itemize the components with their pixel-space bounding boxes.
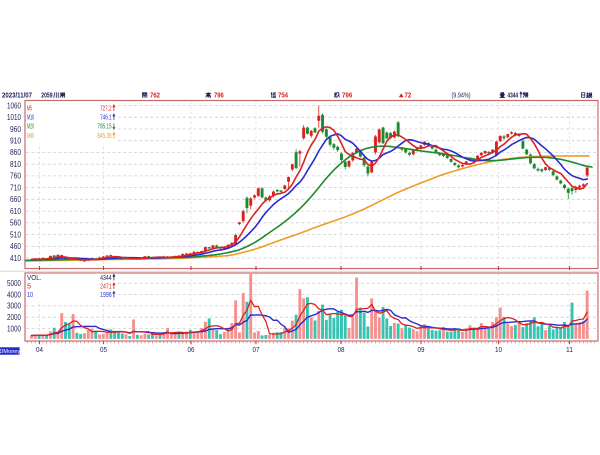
svg-text:1060: 1060 (7, 101, 21, 110)
svg-text:760: 760 (10, 172, 21, 181)
svg-text:460: 460 (10, 242, 21, 251)
svg-text:M60: M60 (27, 131, 34, 140)
svg-text:960: 960 (10, 125, 21, 134)
svg-text:06: 06 (188, 345, 195, 354)
svg-text:(9.94%): (9.94%) (452, 92, 471, 99)
svg-text:796: 796 (342, 90, 352, 99)
svg-text:795.15: 795.15 (97, 122, 111, 131)
svg-text:2471: 2471 (100, 281, 112, 290)
svg-text:510: 510 (10, 230, 21, 239)
svg-text:72: 72 (405, 90, 412, 99)
svg-text:1000: 1000 (7, 324, 21, 333)
svg-text:910: 910 (10, 137, 21, 146)
svg-text:VOL.: VOL. (27, 273, 42, 282)
svg-text:2000: 2000 (7, 313, 21, 322)
svg-text:2023/11/07: 2023/11/07 (2, 92, 32, 99)
svg-text:09: 09 (418, 345, 425, 354)
svg-text:4344: 4344 (507, 90, 518, 99)
svg-text:M5: M5 (27, 103, 32, 112)
svg-text:845.35: 845.35 (97, 131, 111, 140)
svg-text:754: 754 (278, 90, 289, 99)
svg-text:3000: 3000 (7, 302, 21, 311)
svg-text:2059: 2059 (41, 92, 52, 99)
svg-text:DMoney: DMoney (0, 349, 20, 355)
svg-text:08: 08 (338, 345, 345, 354)
svg-text:710: 710 (10, 183, 21, 192)
svg-text:M10: M10 (27, 113, 34, 122)
svg-text:762: 762 (150, 90, 160, 99)
svg-text:10: 10 (495, 345, 502, 354)
svg-text:410: 410 (10, 254, 21, 263)
svg-text:660: 660 (10, 195, 21, 204)
svg-text:07: 07 (253, 345, 260, 354)
svg-text:11: 11 (566, 345, 573, 354)
svg-text:4344: 4344 (100, 273, 112, 282)
svg-text:5000: 5000 (7, 279, 21, 288)
svg-text:1010: 1010 (7, 113, 21, 122)
svg-text:610: 610 (10, 207, 21, 216)
svg-text:10: 10 (27, 290, 33, 299)
svg-text:727.2: 727.2 (100, 103, 112, 112)
svg-text:M20: M20 (27, 122, 34, 131)
svg-text:746.1: 746.1 (100, 113, 112, 122)
svg-text:796: 796 (214, 90, 224, 99)
svg-text:05: 05 (100, 345, 107, 354)
svg-text:810: 810 (10, 160, 21, 169)
svg-text:860: 860 (10, 148, 21, 157)
svg-text:4000: 4000 (7, 290, 21, 299)
svg-text:560: 560 (10, 219, 21, 228)
svg-text:1996: 1996 (100, 290, 112, 299)
svg-text:5: 5 (27, 281, 31, 290)
svg-text:04: 04 (36, 345, 43, 354)
